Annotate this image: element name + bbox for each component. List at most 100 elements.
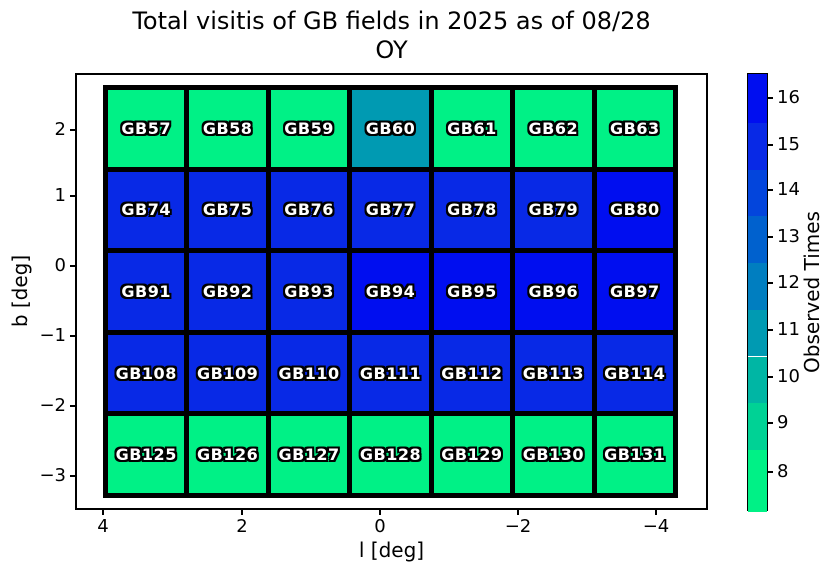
- heatmap-cell-gb57: GB57: [108, 90, 185, 167]
- heatmap-cell-gb76: GB76: [270, 171, 348, 249]
- colorbar-tick-label: 12: [777, 272, 800, 293]
- x-axis-tick-label: −4: [642, 516, 670, 537]
- heatmap-cell-gb60: GB60: [352, 90, 429, 167]
- colorbar-band-13: [748, 216, 767, 264]
- colorbar-tick-mark: [768, 282, 773, 284]
- cell-label: GB94: [365, 281, 416, 301]
- colorbar-tick-label: 13: [777, 226, 800, 247]
- heatmap-cell-gb77: GB77: [352, 171, 429, 249]
- colorbar-band-16: [748, 74, 767, 123]
- cell-label: GB58: [202, 118, 253, 138]
- y-tick-mark: [70, 195, 75, 197]
- y-axis-tick-label: 0: [54, 255, 66, 276]
- y-axis-tick-label: 1: [54, 185, 66, 206]
- cell-label: GB108: [115, 363, 177, 383]
- heatmap-cell-gb74: GB74: [108, 171, 185, 249]
- cell-label: GB61: [447, 118, 497, 138]
- colorbar-tick-label: 16: [777, 87, 800, 108]
- cell-label: GB113: [522, 363, 584, 383]
- cell-label: GB74: [121, 200, 171, 220]
- y-axis-tick-label: 2: [54, 119, 66, 140]
- cell-label: GB130: [522, 445, 584, 465]
- cell-label: GB79: [528, 200, 579, 220]
- heatmap-cell-gb125: GB125: [108, 416, 185, 493]
- heatmap-cell-gb126: GB126: [189, 416, 266, 493]
- cell-label: GB96: [528, 281, 579, 301]
- colorbar-band-11: [748, 309, 767, 357]
- heatmap-cell-gb58: GB58: [189, 90, 266, 167]
- cell-label: GB76: [284, 200, 334, 220]
- cell-label: GB93: [284, 281, 334, 301]
- cell-label: GB63: [609, 118, 660, 138]
- x-tick-mark: [517, 510, 519, 515]
- colorbar-tick-label: 11: [777, 319, 800, 340]
- chart-title-line2: OY: [375, 36, 408, 64]
- colorbar-tick-label: 14: [777, 179, 800, 200]
- heatmap-cell-gb113: GB113: [515, 334, 592, 412]
- cell-label: GB80: [609, 200, 660, 220]
- colorbar-tick-mark: [768, 189, 773, 191]
- cell-label: GB57: [121, 118, 171, 138]
- heatmap-cell-gb93: GB93: [270, 253, 348, 330]
- cell-label: GB62: [528, 118, 579, 138]
- x-tick-mark: [655, 510, 657, 515]
- cell-label: GB110: [278, 363, 340, 383]
- colorbar-band-14: [748, 169, 767, 217]
- heatmap-cell-gb75: GB75: [189, 171, 266, 249]
- y-tick-mark: [70, 405, 75, 407]
- y-tick-mark: [70, 129, 75, 131]
- x-tick-mark: [102, 510, 104, 515]
- colorbar-band-10: [748, 356, 767, 404]
- heatmap-cell-gb92: GB92: [189, 253, 266, 330]
- x-axis-tick-label: 2: [236, 516, 248, 537]
- colorbar-tick-label: 15: [777, 134, 800, 155]
- cell-label: GB131: [604, 445, 666, 465]
- heatmap-cell-gb91: GB91: [108, 253, 185, 330]
- y-tick-mark: [70, 335, 75, 337]
- colorbar-tick-label: 9: [777, 412, 789, 433]
- cell-label: GB111: [359, 363, 422, 383]
- x-axis-tick-label: 4: [97, 516, 109, 537]
- plot-area: GB57 GB58 GB59 GB60 GB61 GB62 GB63 GB74 GB75 GB76…: [75, 73, 708, 510]
- colorbar-tick-label: 8: [777, 461, 789, 482]
- cell-label: GB59: [284, 118, 334, 138]
- cell-label: GB129: [441, 445, 503, 465]
- colorbar-band-15: [748, 123, 767, 170]
- cell-label: GB114: [604, 363, 666, 383]
- colorbar-tick-mark: [768, 422, 773, 424]
- heatmap-cell-gb127: GB127: [270, 416, 348, 493]
- colorbar-band-12: [748, 263, 767, 310]
- cell-label: GB95: [447, 281, 497, 301]
- colorbar-tick-mark: [768, 97, 773, 99]
- heatmap-cell-gb97: GB97: [596, 253, 673, 330]
- heatmap-cell-gb63: GB63: [596, 90, 673, 167]
- heatmap-cell-gb59: GB59: [270, 90, 348, 167]
- cell-label: GB97: [609, 281, 660, 301]
- heatmap-cell-gb130: GB130: [515, 416, 592, 493]
- x-tick-mark: [241, 510, 243, 515]
- chart-title-line1: Total visitis of GB fields in 2025 as of…: [132, 7, 651, 35]
- cell-label: GB112: [441, 363, 503, 383]
- colorbar: [747, 73, 768, 512]
- heatmap-cell-gb129: GB129: [433, 416, 511, 493]
- colorbar-label: Observed Times: [800, 211, 824, 373]
- y-axis-tick-label: −2: [39, 395, 66, 416]
- cell-label: GB127: [278, 445, 340, 465]
- heatmap-cell-gb128: GB128: [352, 416, 429, 493]
- x-axis-tick-label: −2: [504, 516, 532, 537]
- heatmap-cell-gb96: GB96: [515, 253, 592, 330]
- cell-label: GB78: [447, 200, 497, 220]
- colorbar-tick-label: 10: [777, 366, 800, 387]
- colorbar-tick-mark: [768, 144, 773, 146]
- cell-label: GB60: [365, 118, 416, 138]
- heatmap-cell-gb131: GB131: [596, 416, 673, 493]
- heatmap-cell-gb109: GB109: [189, 334, 266, 412]
- heatmap-cell-gb62: GB62: [515, 90, 592, 167]
- colorbar-tick-mark: [768, 471, 773, 473]
- y-tick-mark: [70, 265, 75, 267]
- colorbar-tick-mark: [768, 329, 773, 331]
- heatmap-cell-gb95: GB95: [433, 253, 511, 330]
- heatmap-cell-gb112: GB112: [433, 334, 511, 412]
- heatmap-cell-gb78: GB78: [433, 171, 511, 249]
- cell-label: GB109: [197, 363, 259, 383]
